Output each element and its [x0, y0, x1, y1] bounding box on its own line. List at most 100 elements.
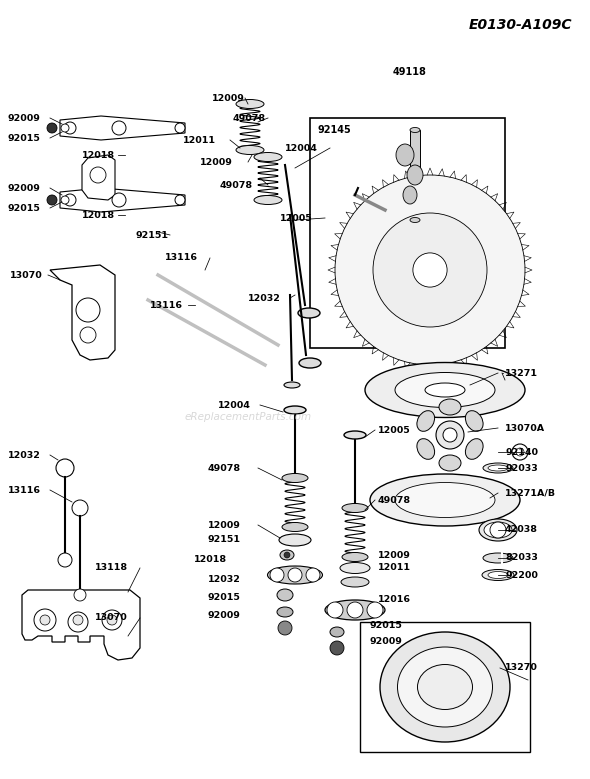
- Text: 92015: 92015: [8, 203, 41, 213]
- Text: E0130-A109C: E0130-A109C: [468, 18, 572, 32]
- Text: 12018: 12018: [194, 555, 227, 565]
- Ellipse shape: [277, 607, 293, 617]
- Text: 82033: 82033: [505, 554, 538, 562]
- Text: 12005: 12005: [280, 213, 313, 223]
- Circle shape: [330, 641, 344, 655]
- Bar: [360, 622, 530, 752]
- Text: 13070: 13070: [10, 270, 42, 280]
- Text: 92140: 92140: [505, 447, 538, 456]
- Ellipse shape: [417, 411, 435, 432]
- Ellipse shape: [370, 474, 520, 526]
- Circle shape: [68, 612, 88, 632]
- Ellipse shape: [282, 523, 308, 531]
- Ellipse shape: [277, 589, 293, 601]
- Circle shape: [112, 193, 126, 207]
- Text: 92009: 92009: [370, 637, 403, 647]
- Polygon shape: [22, 590, 140, 660]
- Circle shape: [347, 602, 363, 618]
- Circle shape: [413, 253, 447, 287]
- Ellipse shape: [479, 519, 517, 541]
- Text: 12009: 12009: [378, 551, 411, 559]
- Text: 12016: 12016: [378, 595, 411, 605]
- Text: 12009: 12009: [200, 157, 233, 167]
- Circle shape: [64, 122, 76, 134]
- Polygon shape: [60, 188, 185, 212]
- Circle shape: [436, 421, 464, 449]
- Ellipse shape: [299, 358, 321, 368]
- Circle shape: [107, 615, 117, 625]
- Ellipse shape: [425, 383, 465, 397]
- Text: 13070: 13070: [95, 614, 128, 622]
- Ellipse shape: [342, 503, 368, 513]
- Circle shape: [327, 602, 343, 618]
- Ellipse shape: [254, 153, 282, 161]
- Ellipse shape: [482, 569, 514, 580]
- Text: 12004: 12004: [218, 400, 251, 410]
- Ellipse shape: [439, 399, 461, 415]
- Ellipse shape: [380, 632, 510, 742]
- Text: 49078: 49078: [378, 495, 411, 505]
- Circle shape: [61, 124, 69, 132]
- Ellipse shape: [395, 372, 495, 407]
- Ellipse shape: [466, 411, 483, 432]
- Ellipse shape: [280, 550, 294, 560]
- Text: 92145: 92145: [318, 125, 352, 135]
- Polygon shape: [432, 677, 458, 697]
- Text: 92009: 92009: [8, 184, 41, 192]
- Text: 42038: 42038: [505, 526, 538, 534]
- Circle shape: [72, 500, 88, 516]
- Text: 12032: 12032: [208, 576, 241, 584]
- Polygon shape: [433, 490, 457, 510]
- Text: 13116: 13116: [150, 301, 183, 309]
- Text: 13271: 13271: [505, 368, 538, 378]
- Ellipse shape: [344, 431, 366, 439]
- Circle shape: [284, 552, 290, 558]
- Circle shape: [516, 448, 524, 456]
- Ellipse shape: [330, 627, 344, 637]
- Text: 12011: 12011: [378, 563, 411, 573]
- Ellipse shape: [325, 600, 385, 620]
- Text: 12018: 12018: [82, 150, 115, 160]
- Ellipse shape: [407, 165, 423, 185]
- Text: 13270: 13270: [505, 664, 538, 672]
- Polygon shape: [50, 265, 115, 360]
- Polygon shape: [82, 155, 115, 200]
- Text: 49078: 49078: [208, 464, 241, 473]
- Ellipse shape: [398, 647, 493, 727]
- Circle shape: [90, 167, 106, 183]
- Circle shape: [175, 195, 185, 205]
- Ellipse shape: [284, 406, 306, 414]
- Ellipse shape: [488, 572, 508, 579]
- Ellipse shape: [395, 482, 495, 517]
- Circle shape: [102, 610, 122, 630]
- Circle shape: [443, 428, 457, 442]
- Ellipse shape: [484, 522, 512, 538]
- Circle shape: [74, 589, 86, 601]
- Circle shape: [73, 615, 83, 625]
- Text: 12009: 12009: [212, 93, 245, 103]
- Ellipse shape: [236, 100, 264, 108]
- Ellipse shape: [396, 144, 414, 166]
- Text: 12032: 12032: [248, 294, 281, 302]
- Text: 92151: 92151: [135, 231, 168, 239]
- Ellipse shape: [342, 552, 368, 562]
- Text: 92009: 92009: [8, 114, 41, 122]
- Text: 92015: 92015: [8, 133, 41, 143]
- Text: 13118: 13118: [95, 563, 128, 573]
- Text: 92033: 92033: [505, 464, 537, 473]
- Ellipse shape: [483, 553, 513, 563]
- Text: 92015: 92015: [370, 621, 403, 629]
- Circle shape: [64, 194, 76, 206]
- Circle shape: [288, 568, 302, 582]
- Ellipse shape: [267, 566, 323, 584]
- Bar: [310, 118, 505, 348]
- Circle shape: [61, 196, 69, 204]
- Ellipse shape: [284, 382, 300, 388]
- Text: 12009: 12009: [208, 520, 241, 530]
- Ellipse shape: [410, 128, 420, 132]
- Circle shape: [512, 444, 528, 460]
- Text: 12005: 12005: [378, 425, 411, 435]
- Ellipse shape: [403, 186, 417, 204]
- Text: 12011: 12011: [183, 136, 216, 144]
- Text: 49118: 49118: [393, 67, 427, 77]
